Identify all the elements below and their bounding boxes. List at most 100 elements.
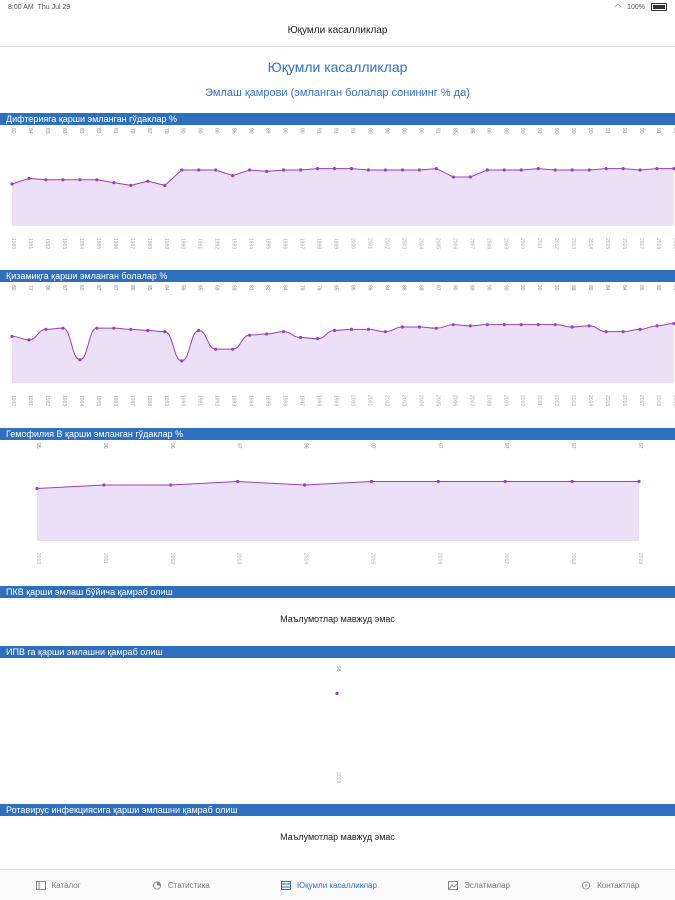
data-label: 91 (655, 128, 661, 134)
data-point (519, 323, 523, 327)
area-fill (37, 481, 639, 541)
x-tick-label: 1982 (44, 238, 50, 249)
data-point (10, 182, 14, 186)
section-header-rotavirus: Ротавирус инфекциясига қарши эмлашни қам… (0, 804, 675, 816)
data-label: 90 (502, 128, 508, 134)
data-label: 91 (672, 285, 675, 291)
data-label: 90 (282, 128, 288, 134)
x-tick-label: 1994 (248, 238, 254, 249)
data-label: 83 (78, 128, 84, 134)
status-bar: 8:00 AM Thu Jul 29 ◠ 100% (0, 0, 675, 14)
x-tick-label: 2000 (349, 395, 355, 406)
x-tick-label: 2015 (604, 395, 610, 406)
x-tick-label: 2004 (417, 395, 423, 406)
x-tick-label: 2017 (503, 553, 509, 564)
data-label: 90 (553, 128, 559, 134)
area-fill (12, 168, 674, 226)
data-label: 90 (383, 128, 389, 134)
data-label: 85 (451, 128, 457, 134)
measles-chart: 80 1980 77 1981 86 1982 87 1983 60 1984 87 1985 87 19… (10, 285, 675, 406)
data-label: 84 (282, 285, 288, 291)
data-label: 80 (10, 285, 16, 291)
data-point (400, 168, 405, 172)
hib-chart: 95 2010 96 2011 96 2012 97 2013 96 2014 97 2015 97 20… (35, 443, 643, 564)
data-point (27, 338, 31, 342)
diseases-icon (281, 880, 292, 890)
data-point (281, 168, 286, 172)
data-point (214, 168, 218, 172)
data-point (112, 181, 116, 185)
data-point (78, 178, 82, 182)
data-point (349, 167, 354, 171)
x-tick-label: 1989 (163, 238, 169, 249)
data-point (417, 168, 421, 172)
tab-catalog[interactable]: Каталог (35, 880, 81, 890)
x-tick-label: 2008 (485, 238, 491, 249)
tab-diseases[interactable]: Юқумли касалликлар (281, 880, 377, 890)
rotavirus-no-data: Маълумотлар мавжуд эмас (280, 832, 395, 842)
data-label: 90 (299, 128, 305, 134)
x-tick-label: 2001 (366, 395, 372, 406)
data-point (169, 483, 173, 487)
x-tick-label: 2016 (436, 553, 442, 564)
data-label: 85 (333, 285, 339, 291)
data-label: 87 (434, 285, 440, 291)
data-point (383, 330, 388, 334)
data-point (35, 486, 39, 491)
data-label: 87 (112, 285, 118, 291)
ipv-chart: 98 2019 (335, 666, 341, 783)
x-tick-label: 1985 (95, 238, 101, 249)
data-label: 97 (369, 443, 375, 449)
data-label: 79 (299, 285, 305, 291)
data-point (655, 167, 659, 171)
data-label: 87 (95, 285, 101, 291)
data-label: 83 (95, 128, 101, 134)
x-tick-label: 2014 (587, 238, 593, 249)
series-line (11, 323, 675, 362)
data-label: 90 (519, 128, 525, 134)
data-label: 84 (163, 285, 169, 291)
series-line (36, 480, 639, 489)
data-point (502, 168, 506, 172)
data-label: 84 (27, 128, 33, 134)
pcv-no-data: Маълумотлар мавжуд эмас (280, 614, 395, 624)
data-label: 91 (621, 128, 627, 134)
data-point (248, 333, 252, 337)
x-tick-label: 2005 (434, 238, 440, 249)
data-label: 90 (180, 128, 186, 134)
data-point (417, 325, 421, 329)
x-tick-label: 2002 (383, 395, 389, 406)
data-point (146, 328, 150, 333)
data-label: 82 (265, 285, 271, 291)
x-tick-label: 1996 (282, 238, 288, 249)
data-point (451, 175, 455, 179)
tab-contacts[interactable]: Контактлар (581, 881, 639, 890)
x-tick-label: 2012 (553, 238, 559, 249)
tab-label: Контактлар (597, 880, 640, 890)
data-point (197, 328, 201, 333)
data-point (78, 358, 82, 362)
tab-label: Юқумли касалликлар (297, 880, 377, 890)
x-tick-label: 2011 (102, 553, 108, 564)
data-label: 83 (61, 128, 67, 134)
status-time: 8:00 AM (8, 3, 34, 11)
data-label: 90 (485, 128, 491, 134)
x-tick-label: 1984 (78, 395, 84, 406)
battery-icon (651, 3, 667, 11)
data-point (163, 183, 167, 187)
data-label: 82 (146, 128, 152, 134)
x-tick-label: 1981 (27, 238, 33, 249)
data-label: 90 (197, 128, 203, 134)
x-tick-label: 2015 (369, 553, 375, 564)
section-header-diphtheria: Дифтерияга қарши эмланган гўдаклар % (0, 113, 675, 125)
data-point (383, 168, 388, 172)
x-tick-label: 2013 (236, 553, 242, 564)
x-tick-label: 1981 (27, 395, 33, 406)
data-label: 95 (35, 443, 41, 449)
tab-statistics[interactable]: Статистика (152, 881, 210, 890)
data-point (231, 174, 235, 178)
x-tick-label: 1995 (265, 238, 271, 249)
data-label: 91 (349, 128, 355, 134)
tab-notes[interactable]: Эслатмалар (448, 880, 510, 890)
x-tick-label: 1986 (112, 395, 118, 406)
